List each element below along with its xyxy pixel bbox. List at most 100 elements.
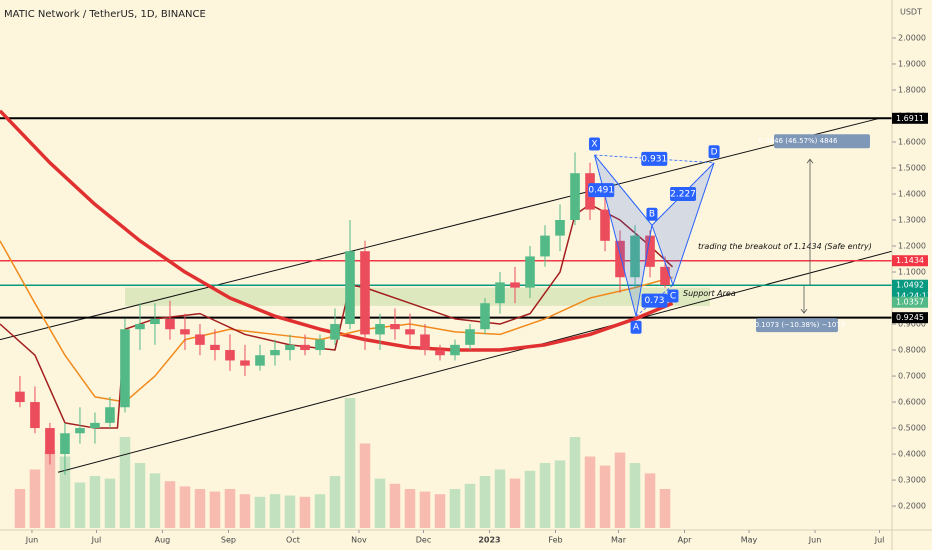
y-tick-label: 1.6000 xyxy=(898,137,926,146)
volume-bar xyxy=(344,398,356,528)
pattern-ratio-line xyxy=(594,154,653,226)
volume-bar xyxy=(524,470,536,528)
y-tick-label: 0.6000 xyxy=(898,398,926,407)
price-tag-label: 1.1434 xyxy=(896,256,924,265)
volume-bar xyxy=(554,460,566,528)
channel-line xyxy=(0,117,880,341)
volume-bar xyxy=(629,463,641,528)
y-tick-label: 0.9000 xyxy=(898,320,926,329)
volume-bar xyxy=(269,494,281,528)
volume-bar xyxy=(419,491,431,528)
channel-line xyxy=(57,250,892,473)
candle-body xyxy=(315,339,325,351)
y-tick-label: 0.3000 xyxy=(898,476,926,485)
y-tick-label: 1.4000 xyxy=(898,190,926,199)
y-tick-label: 1.8000 xyxy=(898,85,926,94)
price-tag xyxy=(892,279,928,302)
pattern-point-label: B xyxy=(649,210,655,220)
volume-bar xyxy=(449,489,461,528)
y-tick-label: 0.5000 xyxy=(898,424,926,433)
candle-body xyxy=(465,329,475,345)
x-tick-label: Jun xyxy=(25,536,39,545)
x-tick-label: Feb xyxy=(548,536,562,545)
pattern-ratio-label: 0.931 xyxy=(641,154,667,164)
y-tick-label: 1.9000 xyxy=(898,59,926,68)
candle-body xyxy=(420,334,430,351)
y-tick-label: 0.4000 xyxy=(898,450,926,459)
volume-bar xyxy=(329,476,341,528)
pattern-ratio-label: 2.227 xyxy=(670,190,696,200)
candle-body xyxy=(180,329,190,335)
candle-body xyxy=(60,433,70,455)
candle-body xyxy=(150,318,160,325)
pattern-ratio-box xyxy=(641,151,668,166)
volume-bar xyxy=(44,450,56,528)
x-tick-label: Jun xyxy=(808,536,822,545)
x-tick-label: Oct xyxy=(286,536,300,545)
candle-body xyxy=(285,344,295,351)
x-tick-label: Dec xyxy=(416,536,431,545)
candle-body xyxy=(105,407,115,423)
volume-bar xyxy=(194,489,206,528)
volume-bar xyxy=(404,489,416,528)
volume-bar xyxy=(209,491,221,528)
price-tag-label: 1.6911 xyxy=(896,114,924,123)
volume-bar xyxy=(89,476,101,528)
volume-bar xyxy=(539,463,551,528)
pattern-ratio-box xyxy=(588,183,615,198)
pattern-point-box xyxy=(630,320,642,334)
axes: 0.2000 0.3000 0.4000 0.5000 0.6000 0.7000 0.80… xyxy=(25,33,932,544)
pattern-point-label: A xyxy=(633,323,640,333)
volume-bar xyxy=(14,489,26,528)
x-tick-label: Jul xyxy=(874,536,885,545)
y-tick-label: 1.5000 xyxy=(898,163,926,172)
measure-arrowhead xyxy=(800,308,808,314)
support-label: Support Area xyxy=(683,289,736,298)
volume-bar xyxy=(299,496,311,528)
price-tag xyxy=(892,296,928,308)
candle-body xyxy=(300,344,310,351)
x-tick-label: Mar xyxy=(611,536,627,545)
y-tick-label: 1.1000 xyxy=(898,268,926,277)
candle-body xyxy=(360,251,370,335)
pattern-ratio-label: 0.73 xyxy=(644,296,664,306)
y-tick-label: 0.8000 xyxy=(898,346,926,355)
pattern-point-label: X xyxy=(591,139,597,149)
pattern-ratio-box xyxy=(641,293,668,308)
chart-title: MATIC Network / TetherUS, 1D, BINANCE xyxy=(4,9,206,20)
candle-body xyxy=(570,173,580,221)
moving-average xyxy=(0,240,673,403)
volume-bar xyxy=(149,473,161,528)
volume-bar xyxy=(179,486,191,528)
price-tag-label: 1.0492 xyxy=(896,281,924,290)
breakout-note: trading the breakout of 1.1434 (Safe ent… xyxy=(698,242,872,251)
volume-bar xyxy=(614,452,626,528)
measure-box xyxy=(756,318,838,333)
x-tick-label: 2023 xyxy=(478,536,500,545)
volume-bar xyxy=(29,469,41,528)
volume-bar xyxy=(314,494,326,528)
candle-body xyxy=(390,324,400,330)
plot-area: X A B C D 0.931 0.491 2.227 0.73 trading the brea… xyxy=(0,109,892,528)
volume-bar xyxy=(644,473,656,528)
x-tick-label: Nov xyxy=(351,536,367,545)
candle-body xyxy=(240,360,250,366)
candle-body xyxy=(555,220,565,236)
candle-body xyxy=(255,355,265,366)
volume-bar xyxy=(599,465,611,528)
candle-body xyxy=(375,324,385,335)
candle-body xyxy=(480,303,490,330)
candle-body xyxy=(195,334,205,345)
candle-body xyxy=(15,391,25,403)
candle-body xyxy=(120,329,130,408)
volume-bar xyxy=(494,469,506,528)
volume-bar xyxy=(389,483,401,528)
candle-body xyxy=(270,350,280,356)
pattern-ratio-box xyxy=(670,187,697,202)
price-tag-label: 1.0357 xyxy=(896,298,924,307)
y-tick-label: 2.0000 xyxy=(898,33,926,42)
y-tick-label: 0.2000 xyxy=(898,502,926,511)
measure-arrowhead xyxy=(806,158,814,164)
